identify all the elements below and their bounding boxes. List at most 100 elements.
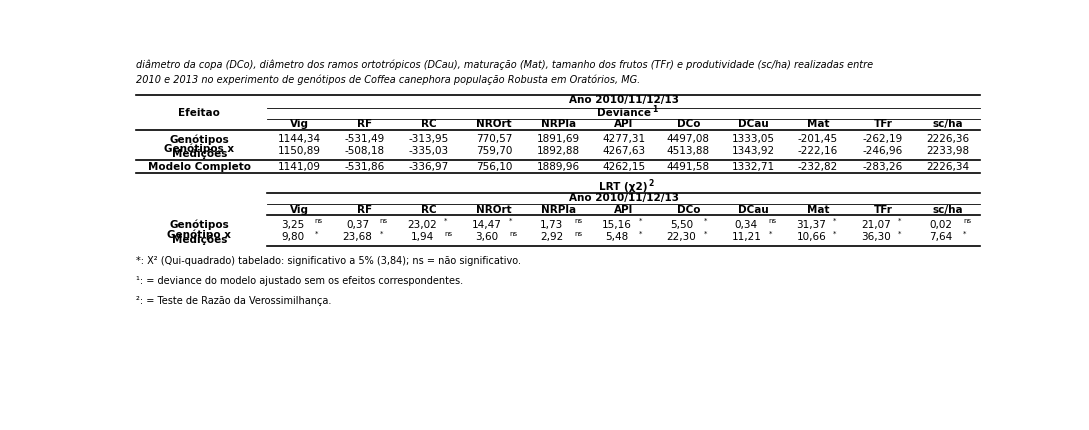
Text: Vig: Vig [290, 120, 309, 129]
Text: -336,97: -336,97 [408, 163, 449, 172]
Text: 14,47: 14,47 [473, 220, 502, 230]
Text: -262,19: -262,19 [862, 134, 903, 144]
Text: 2: 2 [649, 178, 654, 187]
Text: 756,10: 756,10 [476, 163, 512, 172]
Text: *: * [379, 231, 382, 237]
Text: *: * [833, 218, 836, 224]
Text: Ano 2010/11/12/13: Ano 2010/11/12/13 [568, 193, 678, 203]
Text: ns: ns [769, 218, 776, 224]
Text: *: X² (Qui-quadrado) tabelado: significativo a 5% (3,84); ns = não significativo: *: X² (Qui-quadrado) tabelado: significa… [136, 256, 522, 266]
Text: *: * [769, 231, 772, 237]
Text: 2233,98: 2233,98 [926, 146, 969, 156]
Text: RF: RF [356, 120, 371, 129]
Text: diâmetro da copa (DCo), diâmetro dos ramos ortotrópicos (DCau), maturação (Mat),: diâmetro da copa (DCo), diâmetro dos ram… [136, 60, 873, 71]
Text: 770,57: 770,57 [476, 134, 512, 144]
Text: Genótipos x: Genótipos x [164, 143, 234, 154]
Text: 3,25: 3,25 [281, 220, 304, 230]
Text: DCo: DCo [676, 120, 700, 129]
Text: -531,49: -531,49 [344, 134, 384, 144]
Text: RC: RC [421, 205, 437, 215]
Text: 0,37: 0,37 [346, 220, 369, 230]
Text: 1891,69: 1891,69 [537, 134, 580, 144]
Text: 36,30: 36,30 [861, 232, 891, 243]
Text: *: * [444, 218, 448, 224]
Text: 5,48: 5,48 [605, 232, 628, 243]
Text: 0,34: 0,34 [735, 220, 758, 230]
Text: APl: APl [614, 205, 633, 215]
Text: ²: = Teste de Razão da Verossimilhança.: ²: = Teste de Razão da Verossimilhança. [136, 295, 331, 306]
Text: -201,45: -201,45 [798, 134, 839, 144]
Text: DCo: DCo [676, 205, 700, 215]
Text: -283,26: -283,26 [862, 163, 903, 172]
Text: *: * [833, 231, 836, 237]
Text: Mat: Mat [807, 205, 829, 215]
Text: 23,68: 23,68 [343, 232, 372, 243]
Text: 3,60: 3,60 [476, 232, 499, 243]
Text: 1141,09: 1141,09 [278, 163, 321, 172]
Text: 4262,15: 4262,15 [602, 163, 645, 172]
Text: *: * [963, 231, 966, 237]
Text: DCau: DCau [738, 120, 769, 129]
Text: LRT (χ2): LRT (χ2) [599, 182, 648, 192]
Text: 1,94: 1,94 [411, 232, 433, 243]
Text: *: * [639, 231, 643, 237]
Text: 1,73: 1,73 [540, 220, 564, 230]
Text: 2226,34: 2226,34 [926, 163, 969, 172]
Text: -531,86: -531,86 [344, 163, 384, 172]
Text: 759,70: 759,70 [476, 146, 512, 156]
Text: 4497,08: 4497,08 [666, 134, 710, 144]
Text: 9,80: 9,80 [281, 232, 304, 243]
Text: RC: RC [421, 120, 437, 129]
Text: Deviance: Deviance [597, 108, 650, 118]
Text: 10,66: 10,66 [796, 232, 827, 243]
Text: Modelo Completo: Modelo Completo [148, 163, 250, 172]
Text: 23,02: 23,02 [407, 220, 437, 230]
Text: 1144,34: 1144,34 [278, 134, 321, 144]
Text: Medições: Medições [172, 149, 228, 159]
Text: 4513,88: 4513,88 [666, 146, 710, 156]
Text: ns: ns [574, 231, 582, 237]
Text: 1889,96: 1889,96 [537, 163, 580, 172]
Text: Genótipos: Genótipos [170, 134, 230, 144]
Text: ¹: = deviance do modelo ajustado sem os efeitos correspondentes.: ¹: = deviance do modelo ajustado sem os … [136, 276, 463, 286]
Text: *: * [639, 218, 643, 224]
Text: 1: 1 [652, 105, 658, 114]
Text: 1343,92: 1343,92 [732, 146, 774, 156]
Text: Genótipos: Genótipos [170, 220, 230, 230]
Text: -246,96: -246,96 [862, 146, 903, 156]
Text: 2226,36: 2226,36 [926, 134, 969, 144]
Text: 1332,71: 1332,71 [732, 163, 774, 172]
Text: Efeitao: Efeitao [179, 108, 220, 118]
Text: 1892,88: 1892,88 [537, 146, 580, 156]
Text: -222,16: -222,16 [798, 146, 839, 156]
Text: ns: ns [963, 218, 971, 224]
Text: 1333,05: 1333,05 [732, 134, 774, 144]
Text: 21,07: 21,07 [861, 220, 891, 230]
Text: NRPla: NRPla [541, 120, 576, 129]
Text: -313,95: -313,95 [408, 134, 449, 144]
Text: 31,37: 31,37 [796, 220, 827, 230]
Text: Vig: Vig [290, 205, 309, 215]
Text: Medições: Medições [172, 235, 228, 246]
Text: -335,03: -335,03 [409, 146, 449, 156]
Text: ns: ns [379, 218, 388, 224]
Text: ns: ns [509, 231, 517, 237]
Text: 15,16: 15,16 [602, 220, 632, 230]
Text: RF: RF [356, 205, 371, 215]
Text: sc/ha: sc/ha [932, 205, 963, 215]
Text: 1150,89: 1150,89 [278, 146, 321, 156]
Text: NRPla: NRPla [541, 205, 576, 215]
Text: ns: ns [444, 231, 452, 237]
Text: -232,82: -232,82 [798, 163, 839, 172]
Text: *: * [898, 218, 902, 224]
Text: NROrt: NROrt [476, 205, 512, 215]
Text: ns: ns [574, 218, 582, 224]
Text: APl: APl [614, 120, 633, 129]
Text: *: * [509, 218, 513, 224]
Text: *: * [703, 218, 707, 224]
Text: NROrt: NROrt [476, 120, 512, 129]
Text: 2,92: 2,92 [540, 232, 564, 243]
Text: 0,02: 0,02 [929, 220, 953, 230]
Text: Ano 2010/11/12/13: Ano 2010/11/12/13 [568, 95, 678, 105]
Text: 5,50: 5,50 [670, 220, 694, 230]
